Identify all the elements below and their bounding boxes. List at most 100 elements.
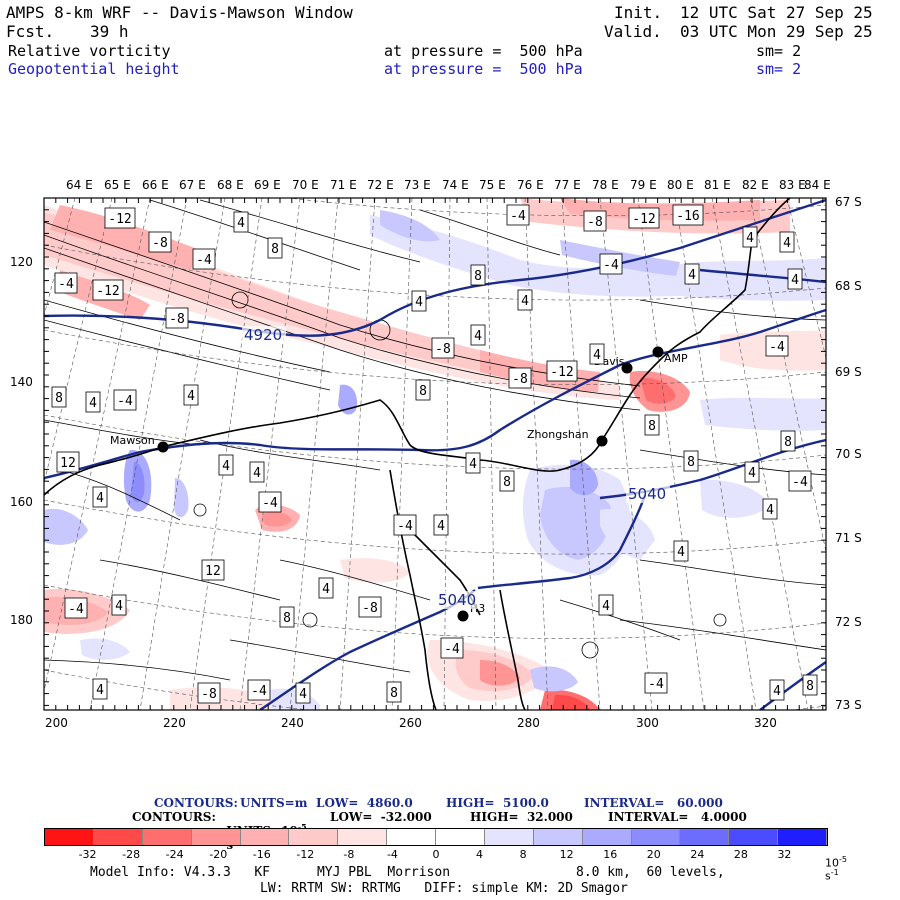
- vorticity-label-box: [644, 414, 660, 436]
- vorticity-label: -4: [258, 491, 282, 513]
- vorticity-label-box: [415, 379, 431, 401]
- vort-contours-prefix: CONTOURS:: [132, 810, 216, 824]
- vorticity-contours: [44, 199, 826, 681]
- vorticity-label-text: 8: [687, 455, 695, 470]
- vorticity-label-box: [165, 307, 189, 329]
- x-tick-label: 200: [45, 716, 68, 730]
- color-bar-swatch: [582, 829, 632, 845]
- color-bar-label: 20: [646, 848, 661, 861]
- vorticity-label-box: [92, 279, 124, 301]
- vorticity-label-text: -4: [648, 677, 664, 692]
- lat-label: 72 S: [835, 615, 862, 629]
- height-label-bg: [626, 485, 670, 503]
- vorticity-label-box: [506, 204, 530, 226]
- y-tick-label: 140: [10, 375, 33, 389]
- color-bar-label: -8: [343, 848, 355, 861]
- vorticity-label-text: 12: [205, 564, 221, 579]
- vorticity-label-box: [433, 514, 449, 536]
- vorticity-label-text: -4: [397, 519, 413, 534]
- color-bar-swatch: [289, 829, 339, 845]
- cbar-unit-exp: -5: [839, 855, 847, 864]
- vorticity-label: 4: [517, 289, 533, 311]
- lon-label: 67 E: [179, 178, 206, 192]
- lon-label: 84 E: [804, 178, 831, 192]
- vorticity-label: -8: [165, 307, 189, 329]
- height-label: 4920: [244, 326, 282, 344]
- vorticity-label-box: [393, 514, 417, 536]
- vorticity-label-box: [779, 231, 795, 253]
- vorticity-label-box: [431, 337, 455, 359]
- vorticity-label-text: 4: [602, 599, 610, 614]
- color-bar-swatch: [45, 829, 94, 845]
- vorticity-label: 4: [92, 486, 108, 508]
- vorticity-label-text: 8: [55, 391, 63, 406]
- vorticity-label-text: -8: [169, 312, 185, 327]
- map-frame: [43, 197, 827, 711]
- height-contours-low: LOW= 4860.0: [316, 796, 413, 810]
- x-tick-label: 300: [636, 716, 659, 730]
- vorticity-label-text: -4: [603, 258, 619, 273]
- vorticity-label-box: [470, 324, 486, 346]
- cbar-unit-s: s: [825, 869, 831, 883]
- vorticity-label-box: [787, 268, 803, 290]
- vorticity-label: -4: [765, 335, 789, 357]
- vorticity-label-text: 4: [437, 519, 445, 534]
- vorticity-label: 4: [684, 263, 700, 285]
- vorticity-label: 8: [644, 414, 660, 436]
- vorticity-label-box: [148, 231, 172, 253]
- vorticity-label-text: 4: [96, 491, 104, 506]
- vorticity-label: 4: [318, 577, 334, 599]
- color-bar-swatch: [631, 829, 681, 845]
- vorticity-label-text: 8: [806, 679, 814, 694]
- vorticity-label-box: [56, 451, 80, 473]
- vorticity-label-box: [742, 226, 758, 248]
- vorticity-label-text: 4: [746, 231, 754, 246]
- vorticity-label-text: -8: [512, 372, 528, 387]
- station-label: Mawson: [110, 434, 155, 447]
- vorticity-label-text: 4: [299, 687, 307, 702]
- vorticity-label-text: 4: [773, 684, 781, 699]
- vorticity-label: 8: [683, 450, 699, 472]
- vorticity-label-box: [183, 384, 199, 406]
- vorticity-label-box: [249, 461, 265, 483]
- cbar-unit-s-exp: -1: [830, 867, 839, 877]
- lon-label: 64 E: [66, 178, 93, 192]
- vorticity-label-text: 4: [187, 389, 195, 404]
- vorticity-label: -4: [64, 597, 88, 619]
- vorticity-label-box: [440, 637, 464, 659]
- vorticity-label-box: [684, 263, 700, 285]
- vorticity-label-text: -8: [362, 601, 378, 616]
- station-marker: [621, 362, 633, 374]
- height-label: 5040: [438, 591, 476, 609]
- vorticity-label-text: -4: [444, 642, 460, 657]
- station-marker: [596, 435, 608, 447]
- vorticity-label-box: [295, 682, 311, 704]
- lon-label: 83 E: [779, 178, 806, 192]
- color-bar-swatch: [778, 829, 827, 845]
- station-marker: [457, 610, 469, 622]
- lon-label: 81 E: [704, 178, 731, 192]
- vorticity-label-text: 4: [474, 329, 482, 344]
- lon-label: 75 E: [479, 178, 506, 192]
- vorticity-label-text: -12: [96, 284, 119, 299]
- height-contours-high: HIGH= 5100.0: [446, 796, 549, 810]
- init-time: 12 UTC Sat 27 Sep 25: [680, 3, 873, 22]
- vorticity-label-box: [589, 343, 605, 365]
- vorticity-label-text: -4: [58, 277, 74, 292]
- vorticity-label-text: 4: [253, 466, 261, 481]
- vorticity-label-box: [247, 679, 271, 701]
- vorticity-label-box: [258, 491, 282, 513]
- vorticity-label: 4: [295, 682, 311, 704]
- vorticity-label-box: [279, 606, 295, 628]
- color-bar-swatch: [436, 829, 485, 845]
- vorticity-label: 8: [415, 379, 431, 401]
- vorticity-label-text: 4: [322, 582, 330, 597]
- vorticity-label-text: 4: [237, 216, 245, 231]
- vorticity-label: 8: [51, 386, 67, 408]
- vorticity-label: 8: [279, 606, 295, 628]
- lat-label: 67 S: [835, 195, 862, 209]
- vorticity-label: 4: [433, 514, 449, 536]
- vorticity-label-box: [192, 248, 216, 270]
- vorticity-label-text: 4: [89, 396, 97, 411]
